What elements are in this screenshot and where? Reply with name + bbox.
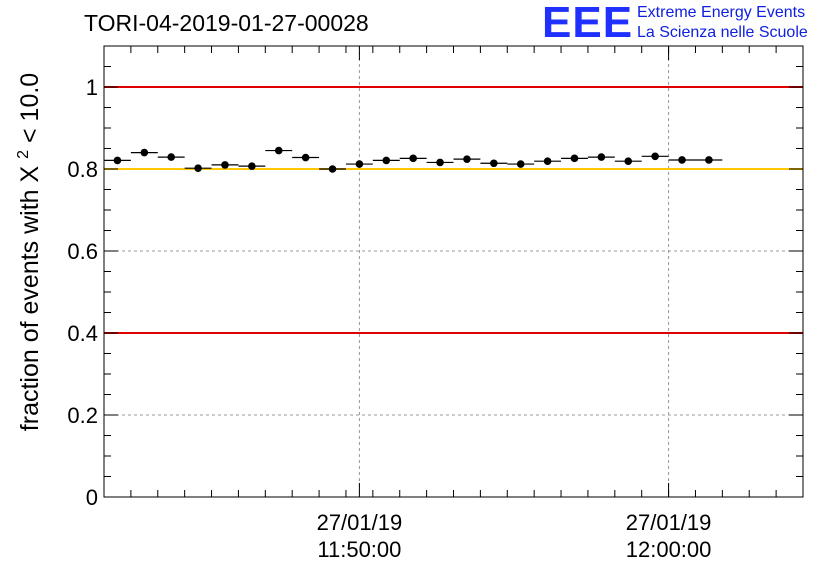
grid bbox=[104, 46, 803, 497]
y-axis-label-main: fraction of events with X bbox=[16, 165, 44, 431]
reference-lines bbox=[104, 86, 803, 334]
logo-line-1: Extreme Energy Events bbox=[637, 4, 806, 21]
x-tick-label-time: 11:50:00 bbox=[317, 537, 401, 562]
plot-frame bbox=[103, 45, 804, 498]
logo-mark: EEE bbox=[542, 0, 634, 47]
chart-title: TORI-04-2019-01-27-00028 bbox=[84, 10, 369, 36]
data-point bbox=[570, 154, 579, 163]
data-point bbox=[436, 158, 444, 167]
y-tick-label: 0.2 bbox=[67, 403, 98, 428]
data-point bbox=[463, 155, 471, 163]
y-tick-label: 0.6 bbox=[67, 239, 98, 264]
data-point bbox=[248, 162, 256, 170]
x-tick-label-date: 27/01/19 bbox=[626, 510, 712, 535]
data-point bbox=[194, 164, 202, 172]
data-point bbox=[274, 146, 283, 155]
x-tick-label-time: 12:00:00 bbox=[626, 537, 712, 562]
y-axis-label-superscript: 2 bbox=[15, 150, 32, 159]
data-point bbox=[140, 148, 149, 157]
y-tick-label: 0.4 bbox=[67, 321, 98, 346]
data-point bbox=[490, 159, 498, 168]
data-point bbox=[651, 152, 659, 161]
data-series bbox=[104, 146, 723, 173]
y-tick-label: 0.8 bbox=[67, 157, 98, 182]
data-point bbox=[382, 156, 391, 165]
logo-line-2: La Scienza nelle Scuole bbox=[637, 24, 808, 41]
y-axis-label-suffix: < 10.0 bbox=[16, 73, 44, 143]
axes: 00.20.40.60.8127/01/1911:50:0027/01/1912… bbox=[67, 45, 804, 562]
data-point bbox=[597, 153, 606, 161]
data-point bbox=[409, 154, 417, 163]
data-point bbox=[516, 160, 525, 168]
data-point bbox=[301, 153, 310, 162]
y-tick-label: 1 bbox=[86, 75, 98, 100]
eee-logo: EEE Extreme Energy Events La Scienza nel… bbox=[542, 0, 832, 48]
data-point bbox=[624, 157, 633, 166]
data-point bbox=[221, 161, 229, 169]
data-point bbox=[355, 160, 364, 168]
data-point bbox=[328, 165, 337, 173]
data-point bbox=[678, 156, 686, 164]
y-axis-label: fraction of events with X 2 < 10.0 bbox=[6, 73, 44, 431]
data-point bbox=[167, 153, 176, 161]
data-point bbox=[543, 157, 552, 166]
data-point bbox=[113, 156, 122, 165]
x-tick-label-date: 27/01/19 bbox=[317, 510, 403, 535]
data-point bbox=[705, 156, 713, 164]
y-tick-label: 0 bbox=[86, 485, 98, 510]
